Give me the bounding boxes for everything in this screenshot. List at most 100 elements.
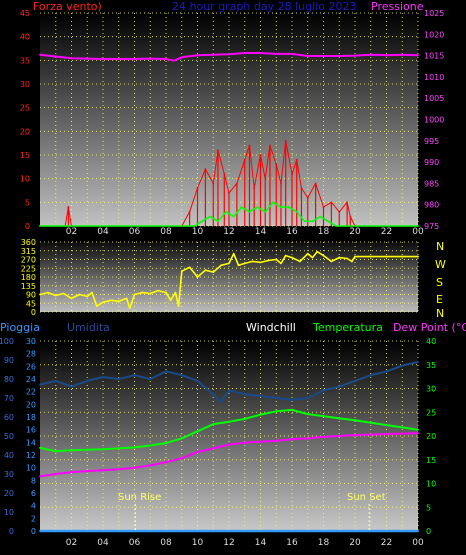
- dewpoint-line-point: [39, 475, 41, 478]
- pressure-line-point: [149, 57, 152, 60]
- temperature-line-point: [70, 449, 73, 452]
- pressure-line-point: [369, 53, 372, 56]
- rain-tick-label: 6: [31, 489, 36, 498]
- dewpoint-line-point: [401, 432, 404, 435]
- wind-speed-line-point: [346, 201, 349, 204]
- pressure-label: Pressione: [371, 0, 424, 13]
- temperature-line-point: [212, 423, 215, 426]
- rain-label: Pioggia: [0, 321, 40, 334]
- wind-direction-line-point: [180, 270, 183, 273]
- wind-direction-line-point: [70, 297, 73, 300]
- humidity-line-point: [259, 395, 262, 397]
- pressure-line-point: [322, 55, 325, 57]
- wind-direction-plot-area: [40, 242, 418, 312]
- temperature-line-point: [354, 419, 356, 422]
- temperature-tick-label: 10: [426, 480, 436, 489]
- wind-average-line-point: [343, 225, 345, 227]
- temperature-tick-label: 25: [426, 408, 436, 417]
- humidity-line-point: [243, 393, 246, 396]
- wind-average-line-point: [417, 225, 419, 227]
- humidity-tick-label: 20: [4, 489, 14, 498]
- wind-average-line-point: [256, 206, 259, 208]
- rain-tick-label: 2: [31, 514, 36, 523]
- pressure-line-group: [39, 52, 419, 62]
- wind-average-line-point: [264, 210, 267, 213]
- pressure-tick-label: 1020: [424, 30, 444, 39]
- sunrise-marker: Sun Rise: [118, 492, 161, 503]
- wind-average-line-point: [224, 210, 227, 213]
- wind-tick-label: 45: [20, 9, 30, 18]
- pressure-tick-label: 985: [424, 179, 439, 188]
- pressure-tick-label: 995: [424, 137, 439, 146]
- wind-speed-line-point: [291, 173, 293, 175]
- direction-tick-label: 315: [21, 247, 36, 256]
- pressure-line-point: [243, 52, 246, 54]
- temperature-line-point: [86, 448, 89, 451]
- wind-speed-line-point: [217, 149, 219, 152]
- data-series: [39, 52, 419, 533]
- humidity-tick-label: 30: [4, 470, 14, 479]
- humidity-line-point: [306, 397, 309, 399]
- wind-direction-line-point: [141, 291, 144, 294]
- wind-speed-line-point: [295, 158, 298, 161]
- wind-direction-line-point: [86, 295, 89, 298]
- wind-direction-line-point: [291, 256, 293, 259]
- temperature-line-point: [54, 450, 57, 453]
- wind-speed-line-point: [314, 182, 317, 185]
- temperature-line-point: [180, 437, 183, 440]
- humidity-line-group: [39, 360, 419, 403]
- humidity-line: [39, 360, 419, 403]
- temperature-tick-label: 35: [426, 361, 436, 370]
- wind-direction-line-point: [401, 255, 404, 258]
- wind-direction-line-point: [306, 252, 309, 255]
- wind-direction-line-point: [91, 291, 93, 294]
- rain-tick-label: 28: [26, 350, 36, 359]
- wind-speed-line-point: [196, 187, 199, 190]
- wind-average-line-point: [272, 201, 274, 204]
- dewpoint-line-point: [165, 461, 167, 464]
- rain-tick-label: 8: [31, 476, 36, 485]
- wind-average-line-point: [327, 220, 330, 223]
- wind-speed-label: Forza vento): [33, 0, 102, 13]
- wind-direction-line-point: [330, 260, 333, 263]
- pressure-line-point: [133, 58, 136, 60]
- x-tick-label: 18: [318, 227, 330, 237]
- wind-speed-line-point: [330, 201, 333, 204]
- wind-direction-line-point: [157, 289, 160, 292]
- humidity-line-point: [354, 380, 356, 382]
- wind-tick-label: 40: [20, 33, 30, 42]
- humidity-tick-label: 50: [4, 432, 14, 441]
- wind-direction-line-point: [62, 292, 65, 295]
- axis-ticks: 0202040406060808101012121414161618182020…: [0, 9, 444, 548]
- wind-tick-label: 20: [20, 127, 30, 136]
- humidity-line-point: [228, 389, 230, 392]
- temperature-tick-label: 30: [426, 385, 436, 394]
- temperature-tick-label: 15: [426, 456, 436, 465]
- direction-tick-label: 135: [21, 282, 36, 291]
- temperature-line-group: [39, 408, 419, 453]
- wind-direction-line-group: [39, 250, 419, 310]
- humidity-line-point: [39, 383, 41, 386]
- pressure-line-point: [165, 58, 167, 60]
- direction-tick-label: 0: [31, 308, 36, 317]
- dewpoint-line-point: [70, 471, 73, 473]
- wind-direction-line-point: [149, 292, 152, 295]
- rain-tick-label: 18: [26, 413, 36, 422]
- direction-tick-label: 90: [26, 291, 36, 300]
- humidity-tick-label: 90: [4, 356, 14, 365]
- wind-speed-line-point: [259, 154, 262, 156]
- pressure-tick-label: 1000: [424, 116, 444, 125]
- temperature-label: Temperatura: [312, 321, 383, 334]
- wind-speed-line-point: [300, 187, 303, 190]
- wind-speed-line-point: [269, 144, 271, 147]
- x-tick-label: 08: [160, 227, 172, 237]
- pressure-line-point: [401, 53, 404, 56]
- wind-direction-line-point: [267, 259, 270, 262]
- rain-tick-label: 24: [26, 375, 36, 384]
- humidity-tick-label: 80: [4, 375, 14, 384]
- wind-speed-line-point: [280, 182, 282, 185]
- direction-tick-label: 225: [21, 264, 36, 273]
- wind-speed-line-point: [322, 206, 325, 208]
- humidity-line-point: [291, 399, 293, 401]
- x-tick-label: 04: [97, 227, 109, 237]
